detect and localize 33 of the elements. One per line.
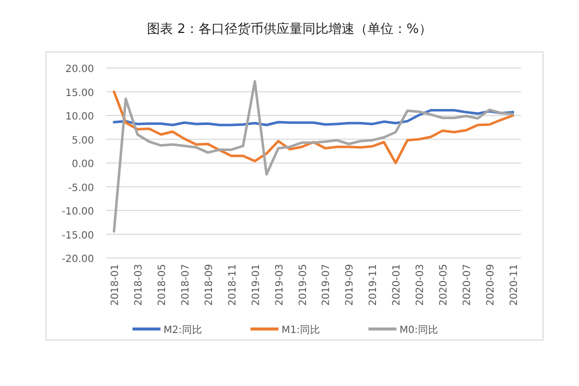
y-tick-label: -10.00 (62, 206, 94, 218)
y-tick-label: 15.00 (65, 88, 94, 99)
x-tick-label: 2020-01 (392, 264, 403, 306)
legend-label: M2:同比 (164, 324, 202, 336)
legend-label: M0:同比 (400, 324, 438, 336)
x-tick-label: 2019-05 (298, 264, 309, 306)
x-tick-label: 2018-01 (110, 264, 121, 306)
x-tick-label: 2018-07 (180, 264, 192, 306)
y-tick-label: 0.00 (72, 159, 94, 170)
x-tick-label: 2019-03 (274, 264, 286, 306)
x-tick-label: 2019-07 (321, 264, 332, 306)
x-tick-label: 2020-11 (509, 264, 520, 306)
x-tick-label: 2020-03 (415, 264, 426, 306)
y-tick-label: 20.00 (65, 64, 94, 75)
x-tick-label: 2018-05 (156, 264, 168, 306)
y-tick-label: 5.00 (72, 135, 94, 146)
y-tick-label: -20.00 (62, 254, 94, 265)
x-tick-label: 2020-05 (438, 264, 450, 306)
x-tick-label: 2018-11 (227, 264, 238, 306)
line-series (112, 90, 514, 164)
x-tick-label: 2020-07 (462, 264, 474, 306)
y-tick-label: 10.00 (65, 112, 94, 122)
x-tick-label: 2019-01 (250, 264, 262, 306)
line-series (112, 80, 514, 233)
x-tick-label: 2019-09 (344, 264, 356, 306)
x-tick-label: 2018-09 (204, 264, 215, 306)
legend-label: M1:同比 (282, 324, 320, 336)
x-tick-label: 2019-11 (368, 264, 380, 306)
x-tick-label: 2018-03 (133, 264, 144, 306)
y-tick-label: -15.00 (62, 230, 94, 242)
y-tick-label: -5.00 (68, 182, 94, 194)
chart-title: 图表 2：各口径货币供应量同比增速（单位：%） (147, 21, 432, 37)
x-tick-label: 2020-09 (486, 264, 497, 306)
